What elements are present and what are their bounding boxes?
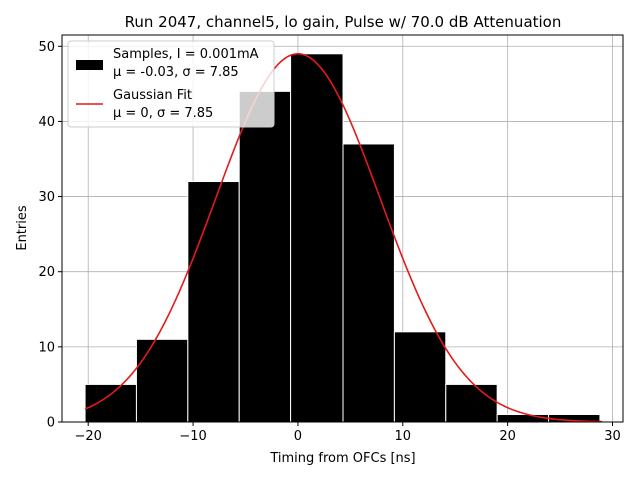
legend-samples-stats: μ = -0.03, σ = 7.85 [113, 65, 239, 80]
y-tick-label: 0 [47, 416, 55, 431]
y-axis-ticks: 0 10 20 30 40 50 [38, 40, 62, 431]
y-tick-label: 30 [38, 190, 55, 205]
x-axis-ticks: −20 −10 0 10 20 30 [74, 422, 621, 444]
gaussian-fit-curve [84, 53, 603, 423]
y-axis-label: Entries [15, 205, 30, 251]
x-tick-label: −20 [74, 429, 101, 444]
legend-box [67, 40, 275, 128]
legend-samples-swatch [76, 60, 103, 70]
legend: Samples, I = 0.001mA μ = -0.03, σ = 7.85… [67, 40, 275, 128]
histogram-bar [84, 383, 137, 423]
y-tick-label: 20 [38, 265, 55, 280]
histogram-bar [445, 383, 498, 423]
histogram-bar [135, 338, 189, 423]
legend-samples-label: Samples, I = 0.001mA [113, 47, 259, 62]
legend-fit-label: Gaussian Fit [113, 88, 192, 103]
x-axis-label: Timing from OFCs [ns] [269, 451, 415, 466]
x-tick-label: 20 [499, 429, 516, 444]
histogram-bar [342, 143, 395, 423]
histogram-bar [290, 53, 344, 423]
histogram-bars [84, 53, 601, 423]
y-tick-label: 10 [38, 340, 55, 355]
y-tick-label: 40 [38, 115, 55, 130]
gaussian-fit-line [84, 53, 603, 423]
x-tick-label: −10 [179, 429, 206, 444]
legend-fit-stats: μ = 0, σ = 7.85 [113, 106, 213, 121]
histogram-bar [496, 413, 550, 423]
y-tick-label: 50 [38, 40, 55, 55]
histogram-bar [393, 331, 447, 423]
chart-title: Run 2047, channel5, lo gain, Pulse w/ 70… [125, 13, 562, 31]
x-tick-label: 0 [294, 429, 302, 444]
x-tick-label: 30 [604, 429, 621, 444]
x-tick-label: 10 [395, 429, 412, 444]
plot-frame [61, 34, 624, 423]
histogram-bar [238, 90, 292, 423]
histogram-bar [187, 181, 240, 423]
